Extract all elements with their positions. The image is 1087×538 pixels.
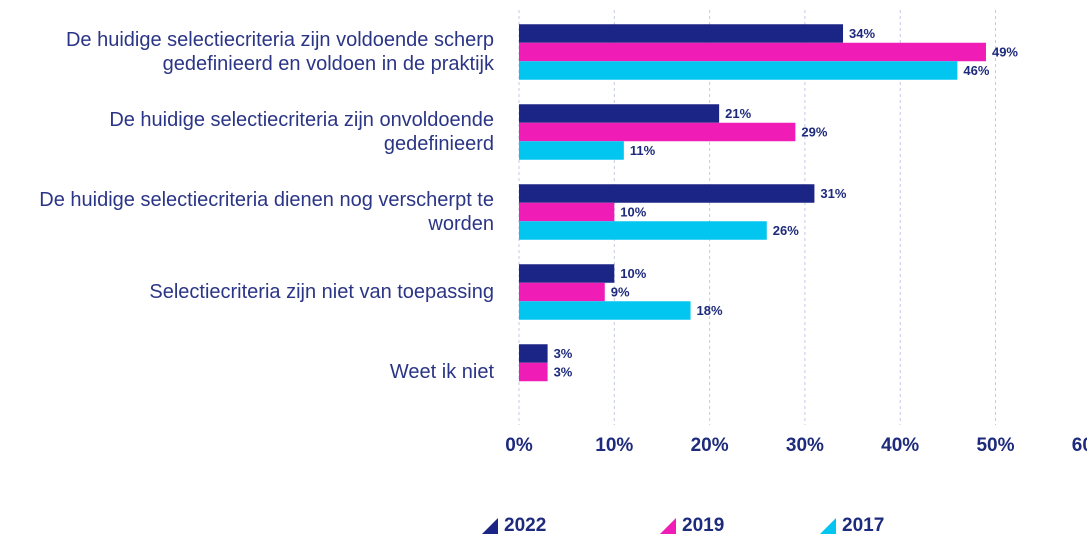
value-label: 29%: [801, 124, 827, 139]
legend-swatch: [820, 518, 836, 534]
bar: [519, 362, 548, 382]
x-tick-label: 0%: [505, 435, 533, 456]
value-label: 31%: [820, 186, 846, 201]
category-label: Selectiecriteria zijn niet van toepassin…: [149, 281, 494, 303]
bar: [519, 202, 615, 222]
category-label: De huidige selectiecriteria zijn voldoen…: [65, 29, 494, 75]
category-label: Weet ik niet: [389, 361, 494, 383]
legend-swatch: [660, 518, 676, 534]
legend-label: 2019: [682, 515, 724, 536]
bar: [519, 104, 720, 123]
value-label: 18%: [697, 303, 723, 318]
value-label: 9%: [611, 284, 630, 299]
bar: [519, 221, 767, 240]
legend-swatch: [482, 518, 498, 534]
bar: [519, 264, 615, 283]
bar: [519, 282, 605, 302]
x-tick-label: 10%: [595, 435, 633, 456]
value-label: 10%: [620, 204, 646, 219]
value-label: 3%: [554, 364, 573, 379]
value-label: 49%: [992, 44, 1018, 59]
bar: [519, 61, 958, 80]
bar: [519, 301, 691, 320]
legend-label: 2022: [504, 515, 546, 536]
category-label: De huidige selectiecriteria dienen nog v…: [39, 189, 494, 235]
bar: [519, 122, 796, 142]
value-label: 10%: [620, 266, 646, 281]
bar: [519, 42, 986, 62]
bar: [519, 344, 548, 363]
bar: [519, 184, 815, 203]
x-tick-label: 50%: [976, 435, 1014, 456]
value-label: 34%: [849, 26, 875, 41]
value-label: 11%: [630, 143, 656, 158]
x-tick-label: 40%: [881, 435, 919, 456]
x-tick-label: 60%: [1072, 435, 1087, 456]
value-label: 46%: [963, 63, 989, 78]
x-tick-label: 20%: [691, 435, 729, 456]
legend-label: 2017: [842, 515, 884, 536]
x-tick-label: 30%: [786, 435, 824, 456]
bar: [519, 141, 624, 160]
bar: [519, 24, 844, 43]
value-label: 21%: [725, 106, 751, 121]
category-label: De huidige selectiecriteria zijn onvoldo…: [109, 109, 494, 155]
value-label: 3%: [554, 346, 573, 361]
value-label: 26%: [773, 223, 799, 238]
